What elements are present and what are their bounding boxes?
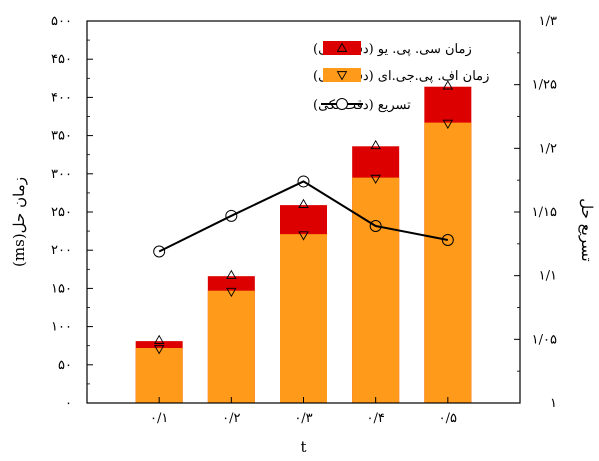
y-tick-label-right: ۱ (550, 396, 557, 411)
speedup-point (441, 234, 454, 247)
y-tick-label-left: ۳۵۰ (51, 129, 72, 144)
y-tick-label-left: ۰ (65, 396, 72, 411)
fpga-bar (135, 347, 183, 403)
y-tick-label-right: ۱/۱ (539, 269, 557, 284)
y-tick-label-right: ۱/۲ (539, 141, 557, 156)
legend: زمان سی. پی. یو (دقت تکی)زمان اف. پی.جی.… (313, 41, 489, 113)
fpga-marker (370, 174, 381, 185)
legend-marker-fpga (336, 71, 348, 81)
fpga-bar (207, 290, 255, 403)
fpga-marker (298, 231, 309, 241)
speedup-point (153, 245, 166, 258)
y-axis-title-left: زمان حل(ms) (10, 177, 28, 267)
y-tick-label-right: ۱/۲۵ (532, 78, 557, 93)
legend-label-speedup: تسریع (دقت تکی) (313, 98, 411, 113)
cpu-marker (442, 80, 454, 90)
y-tick-label-left: ۱۰۰ (51, 320, 72, 335)
y-tick-label-right: ۱/۱۵ (532, 205, 557, 220)
y-tick-label-right: ۱/۳ (539, 14, 557, 29)
y-tick-label-left: ۵۰ (58, 358, 72, 373)
x-tick-label: ۰/۵ (439, 411, 457, 426)
y-tick-label-left: ۲۵۰ (51, 205, 72, 220)
fpga-marker (153, 345, 165, 355)
speedup-point (369, 220, 382, 233)
x-tick-label: ۰/۳ (294, 411, 312, 426)
legend-swatch-cpu (323, 41, 361, 55)
y-axis-title-right: تسریع حل (578, 198, 596, 261)
fpga-bar (352, 177, 400, 403)
legend-marker-speedup (336, 98, 348, 110)
cpu-marker (226, 269, 237, 280)
y-tick-label-left: ۱۵۰ (51, 281, 72, 296)
fpga-bar (424, 122, 472, 403)
cpu-marker (153, 334, 165, 344)
cpu-marker (298, 198, 309, 208)
cpu-marker (370, 139, 381, 150)
legend-marker-cpu (336, 42, 348, 52)
y-tick-label-left: ۲۰۰ (51, 243, 72, 258)
fpga-bar (280, 234, 327, 403)
x-tick-label: ۰/۲ (222, 411, 240, 426)
fpga-marker (442, 119, 454, 130)
legend-swatch-fpga (323, 68, 361, 82)
y-tick-label-left: ۳۰۰ (51, 167, 72, 182)
x-tick-label: ۰/۴ (366, 411, 384, 426)
speedup-line (158, 180, 449, 253)
y-tick-label-left: ۴۵۰ (51, 52, 72, 67)
y-tick-label-left: ۴۰۰ (51, 90, 72, 105)
speedup-point (297, 175, 310, 188)
y-tick-label-left: ۵۰۰ (51, 14, 72, 29)
x-tick-label: ۰/۱ (150, 411, 168, 426)
speedup-point (225, 209, 238, 222)
fpga-marker (226, 287, 237, 298)
y-tick-label-right: ۱/۰۵ (532, 332, 557, 347)
x-axis-title: t (300, 438, 306, 456)
